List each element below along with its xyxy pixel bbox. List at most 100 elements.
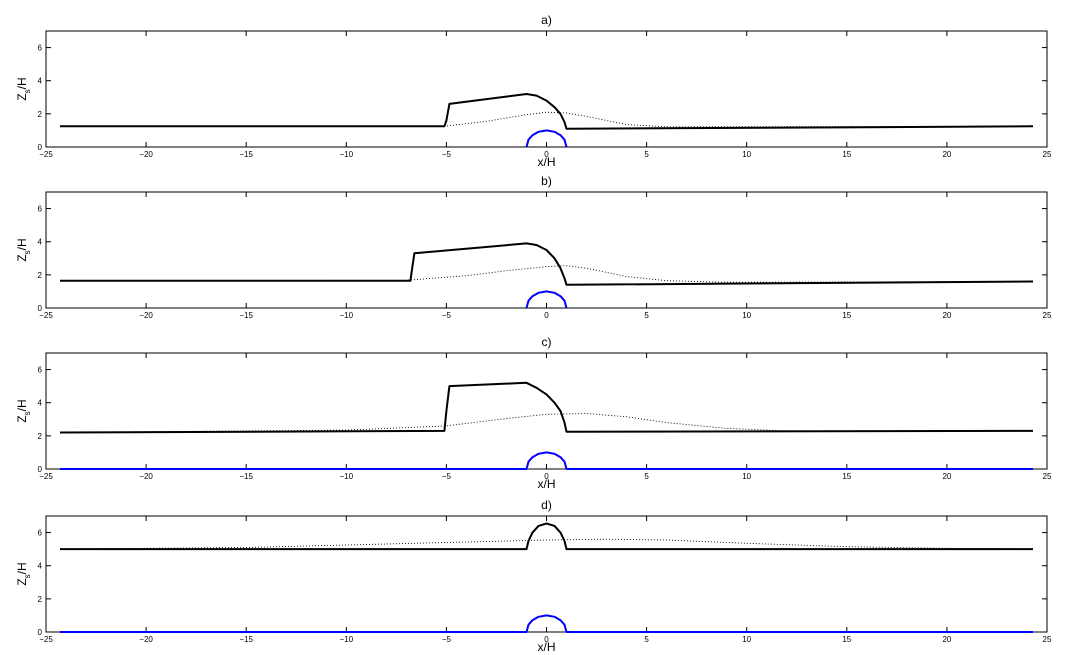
y-tick-label: 6 [38,44,43,53]
series-2-line [59,111,1034,128]
x-tick-label: 15 [842,635,851,644]
y-tick-label: 4 [38,562,43,571]
panel-title: c) [542,335,552,349]
y-tick-label: 6 [38,529,43,538]
y-axis-label: Zs/H [15,399,32,422]
x-tick-label: 10 [742,311,751,320]
y-tick-label: 2 [38,432,43,441]
x-tick-label: 20 [942,472,951,481]
x-tick-label: 15 [842,472,851,481]
series-3-line [60,451,1033,470]
x-tick-label: 10 [742,472,751,481]
x-tick-label: 15 [842,311,851,320]
series-1-line [60,522,1033,551]
x-tick-label: −5 [442,472,452,481]
series-3-line [525,290,568,309]
y-axis-label-subscript: s [23,250,32,254]
series-1-line [60,93,1034,130]
x-tick-label: −20 [139,472,153,481]
x-tick-label: 20 [942,311,951,320]
x-tick-label: −20 [139,311,153,320]
series-2-line [59,538,1034,550]
y-axis-label-main: Z [15,254,29,261]
panel-4: −25 −20 −15 −10 −5 0 5 10 15 20 25 0 2 4 6 d) x/H Zs/H [15,498,1052,654]
x-tick-label: 20 [942,635,951,644]
x-tick-label: 5 [644,311,649,320]
x-tick-label: −25 [39,311,53,320]
y-axis-label-main: Z [15,578,29,585]
x-tick-label: 25 [1043,635,1052,644]
x-tick-label: 5 [644,472,649,481]
x-tick-label: 25 [1043,311,1052,320]
panel-title: a) [541,13,552,27]
x-tick-label: 0 [544,472,549,481]
y-axis-label: Zs/H [15,562,32,585]
x-axis-label: x/H [538,155,556,169]
series-2-line [59,265,1034,283]
x-tick-label: 0 [544,635,549,644]
x-tick-label: −15 [239,635,253,644]
x-tick-label: −15 [239,472,253,481]
y-tick-label: 2 [38,110,43,119]
series-3-line [60,614,1033,633]
x-axis-label: x/H [538,477,556,491]
x-tick-label: −20 [139,635,153,644]
x-tick-label: −25 [39,472,53,481]
series-1-line [59,381,1034,434]
y-axis-label-subscript: s [23,574,32,578]
y-axis-label-tail: /H [15,77,29,89]
y-tick-label: 2 [38,595,43,604]
series-3-line [525,129,568,148]
y-tick-label: 0 [38,143,43,152]
y-axis-label-subscript: s [23,89,32,93]
panel-3: −25 −20 −15 −10 −5 0 5 10 15 20 25 0 2 4 6 c) x/H Zs/H [15,335,1052,491]
y-tick-label: 6 [38,205,43,214]
series-1-line [60,242,1034,286]
y-axis-label-tail: /H [15,238,29,250]
x-tick-label: 20 [942,150,951,159]
panel-1: −25 −20 −15 −10 −5 0 5 10 15 20 25 0 2 4 6 a) x/H Zs/H [15,13,1052,169]
x-tick-label: −20 [139,150,153,159]
x-tick-label: 25 [1043,150,1052,159]
series-2-line [59,413,1033,433]
y-axis-label-tail: /H [15,399,29,411]
x-tick-label: −25 [39,150,53,159]
x-tick-label: 0 [544,150,549,159]
x-tick-label: −15 [239,311,253,320]
y-tick-label: 0 [38,628,43,637]
panel-title: b) [541,174,552,188]
x-tick-label: −10 [340,150,354,159]
x-tick-label: 15 [842,150,851,159]
y-axis-label-subscript: s [23,411,32,415]
panel-title: d) [541,498,552,512]
panel-2: −25 −20 −15 −10 −5 0 5 10 15 20 25 0 2 4 6 b) Zs/H [15,174,1052,320]
y-axis-label-main: Z [15,415,29,422]
x-tick-label: −10 [340,472,354,481]
x-tick-label: 0 [544,311,549,320]
x-tick-label: 10 [742,150,751,159]
y-axis-label: Zs/H [15,77,32,100]
x-tick-label: 25 [1043,472,1052,481]
x-tick-label: −25 [39,635,53,644]
x-tick-label: −10 [340,311,354,320]
x-axis-label: x/H [538,640,556,654]
y-tick-label: 6 [38,366,43,375]
y-tick-label: 0 [38,465,43,474]
x-tick-label: 10 [742,635,751,644]
x-tick-label: −5 [442,635,452,644]
y-tick-label: 2 [38,271,43,280]
x-tick-label: −5 [442,150,452,159]
y-tick-label: 0 [38,304,43,313]
y-tick-label: 4 [38,399,43,408]
x-tick-label: 5 [644,150,649,159]
y-axis-label-main: Z [15,93,29,100]
x-tick-label: −15 [239,150,253,159]
x-tick-label: 5 [644,635,649,644]
y-tick-label: 4 [38,238,43,247]
y-axis-label: Zs/H [15,238,32,261]
x-tick-label: −10 [340,635,354,644]
x-tick-label: −5 [442,311,452,320]
y-tick-label: 4 [38,77,43,86]
y-axis-label-tail: /H [15,562,29,574]
